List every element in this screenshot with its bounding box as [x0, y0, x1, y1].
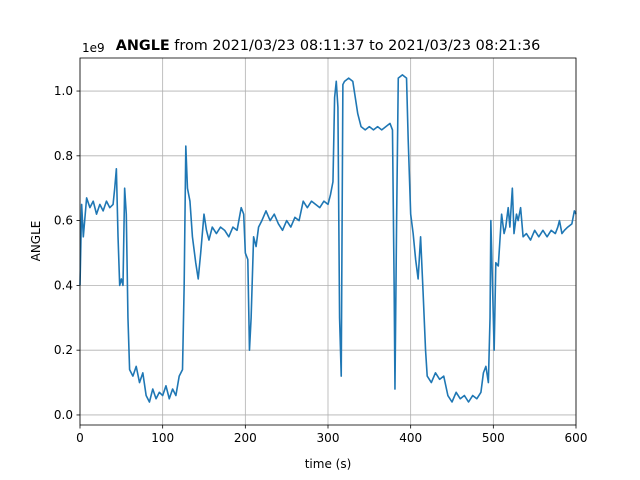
title-rest: from 2021/03/23 08:11:37 to 2021/03/23 0…	[174, 38, 540, 54]
y-tick-label: 0.4	[54, 278, 73, 292]
y-axis-label: ANGLE	[29, 221, 43, 262]
y-tick-label: 0.6	[54, 214, 73, 228]
x-axis-label: time (s)	[305, 457, 352, 471]
y-offset-label: 1e9	[82, 41, 105, 55]
x-tick-label: 400	[399, 431, 422, 445]
x-tick-label: 500	[482, 431, 505, 445]
chart-title: ANGLE from 2021/03/23 08:11:37 to 2021/0…	[116, 38, 541, 54]
x-tick-label: 300	[317, 431, 340, 445]
x-tick-label: 200	[234, 431, 257, 445]
y-tick-label: 1.0	[54, 84, 73, 98]
title-bold: ANGLE	[116, 38, 170, 54]
y-tick-label: 0.0	[54, 408, 73, 422]
plot-frame	[79, 57, 577, 426]
y-tick-label: 0.8	[54, 149, 73, 163]
data-line	[79, 74, 577, 403]
x-tick-label: 600	[565, 431, 588, 445]
x-tick-label: 0	[76, 431, 84, 445]
x-tick-label: 100	[151, 431, 174, 445]
y-tick-label: 0.2	[54, 343, 73, 357]
